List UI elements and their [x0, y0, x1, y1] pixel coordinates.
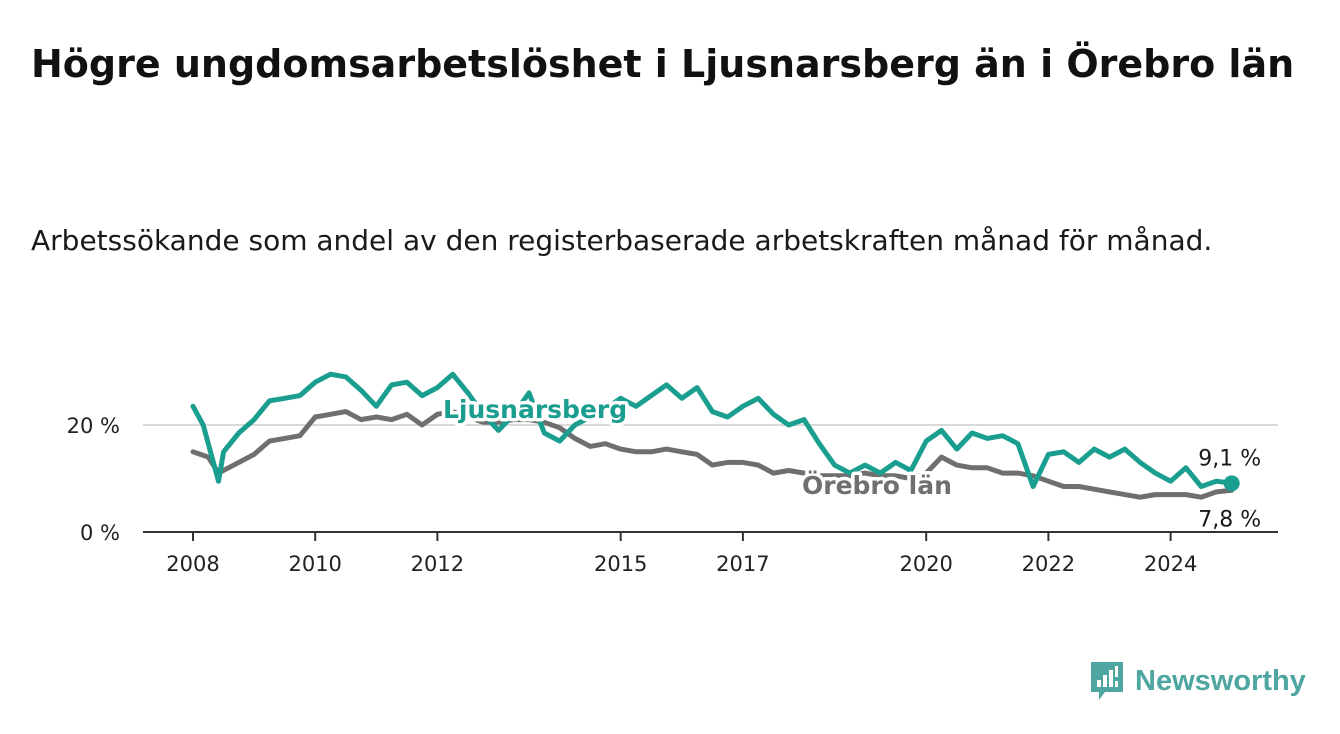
x-tick-label: 2010 — [288, 552, 341, 576]
x-tick-label: 2024 — [1144, 552, 1197, 576]
y-tick-label: 20 % — [67, 414, 120, 438]
x-tick-label: 2017 — [716, 552, 769, 576]
series-name-halo-ljusnarsberg: Ljusnarsberg — [443, 395, 627, 424]
series-line-orebro-lan — [190, 409, 1235, 500]
series-name-label-ljusnarsberg: Ljusnarsberg — [443, 395, 627, 424]
end-value-label-orebro-lan: 7,8 % — [1198, 507, 1261, 532]
end-value-label-ljusnarsberg: 9,1 % — [1198, 446, 1261, 471]
brand-name: Newsworthy — [1135, 664, 1306, 697]
x-tick-label: 2008 — [166, 552, 219, 576]
series-lines — [190, 371, 1235, 500]
series-name-label-orebro-lan: Örebro län — [802, 470, 952, 500]
series-name-halo-orebro-lan: Örebro län — [802, 470, 952, 500]
series-labels: 9,1 %7,8 %LjusnarsbergLjusnarsbergÖrebro… — [440, 392, 1262, 533]
newsworthy-logo-icon — [1091, 662, 1123, 700]
x-tick-label: 2012 — [411, 552, 464, 576]
x-tick-label: 2022 — [1022, 552, 1075, 576]
end-point-ljusnarsberg — [1223, 475, 1240, 492]
series-line-ljusnarsberg — [190, 371, 1235, 489]
y-tick-label: 0 % — [80, 521, 120, 545]
x-tick-label: 2020 — [899, 552, 952, 576]
x-tick-label: 2015 — [594, 552, 647, 576]
chart-subtitle: Arbetssökande som andel av den registerb… — [31, 224, 1213, 257]
chart-title: Högre ungdomsarbetslöshet i Ljusnarsberg… — [31, 42, 1295, 86]
axes: 0 % 20 % 2008 2010 2012 2015 2017 2020 2022 2024 — [67, 414, 1278, 576]
brand[interactable]: Newsworthy — [1089, 660, 1306, 702]
